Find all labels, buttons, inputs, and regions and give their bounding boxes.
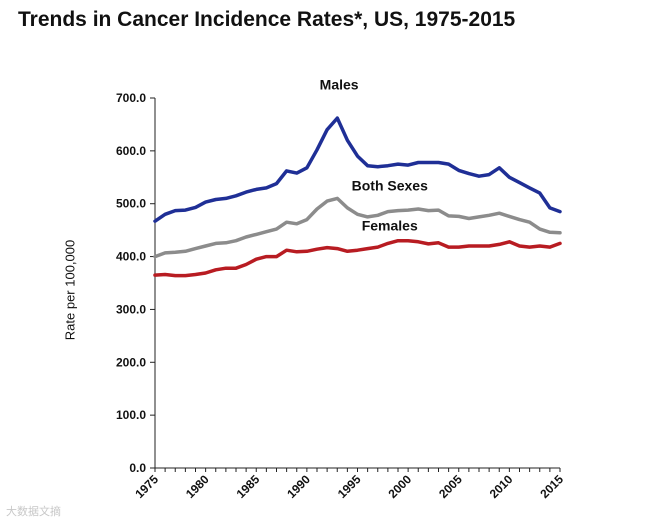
x-tick-label: 2000: [385, 472, 414, 501]
series-label-males: Males: [320, 77, 359, 93]
y-tick-label: 500.0: [116, 197, 146, 211]
x-tick-label: 2010: [487, 472, 516, 501]
x-tick-label: 1975: [132, 472, 161, 501]
series-label-females: Females: [362, 218, 418, 234]
y-tick-label: 100.0: [116, 408, 146, 422]
watermark: 大数据文摘: [6, 506, 61, 518]
chart-title: Trends in Cancer Incidence Rates*, US, 1…: [18, 8, 516, 31]
x-tick-label: 2005: [436, 472, 465, 501]
series-label-both-sexes: Both Sexes: [352, 178, 428, 194]
x-tick-label: 1995: [335, 472, 364, 501]
y-tick-label: 700.0: [116, 91, 146, 105]
x-tick-label: 1990: [284, 472, 313, 501]
series-line-both-sexes: [153, 196, 562, 259]
series-line-males: [153, 116, 562, 223]
x-tick-label: 2015: [537, 472, 566, 501]
y-tick-label: 600.0: [116, 144, 146, 158]
y-tick-label: 400.0: [116, 250, 146, 264]
y-tick-label: 300.0: [116, 302, 146, 316]
x-tick-label: 1980: [183, 472, 212, 501]
x-tick-label: 1985: [234, 472, 263, 501]
y-tick-label: 0.0: [129, 461, 146, 475]
y-tick-label: 200.0: [116, 355, 146, 369]
series-line-females: [153, 238, 562, 278]
